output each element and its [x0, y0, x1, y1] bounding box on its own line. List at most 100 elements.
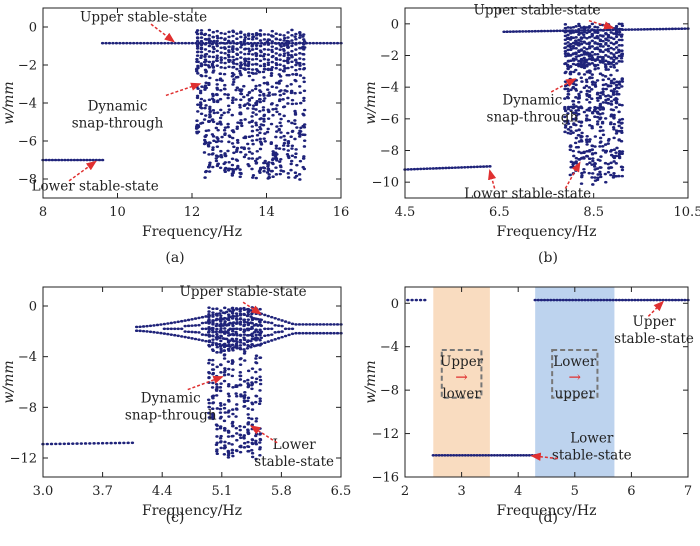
data-point: [199, 47, 204, 50]
data-point: [183, 335, 187, 339]
data-point: [601, 90, 605, 94]
data-point: [234, 342, 239, 346]
data-point: [227, 35, 231, 39]
data-point: [254, 328, 258, 331]
data-point: [227, 30, 231, 34]
data-point: [269, 72, 274, 75]
data-point: [606, 47, 610, 51]
data-point: [173, 41, 177, 45]
data-point: [202, 60, 207, 64]
data-point: [604, 37, 608, 41]
data-point: [598, 94, 602, 98]
data-point: [601, 83, 606, 87]
data-point: [273, 338, 277, 341]
data-point: [245, 93, 250, 97]
data-point: [302, 96, 306, 100]
data-point: [238, 317, 243, 321]
data-point: [670, 27, 675, 31]
data-point: [227, 55, 231, 59]
data-point: [207, 358, 212, 362]
data-point: [542, 29, 547, 33]
data-point: [596, 42, 600, 45]
data-point: [223, 83, 227, 87]
data-point: [142, 41, 146, 45]
data-point: [230, 374, 235, 378]
data-point: [254, 121, 258, 125]
data-point: [238, 307, 243, 310]
data-point: [321, 323, 326, 326]
data-point: [176, 320, 180, 324]
data-point: [617, 30, 622, 34]
data-point: [270, 60, 274, 64]
data-point: [269, 74, 274, 77]
data-point: [250, 96, 254, 100]
data-point: [617, 22, 621, 26]
data-point: [615, 69, 619, 72]
data-point: [232, 145, 236, 149]
data-point: [566, 48, 570, 52]
data-point: [207, 60, 212, 64]
data-point: [238, 428, 242, 432]
data-point: [254, 32, 259, 35]
x-tick-label: 14: [258, 205, 275, 220]
data-point: [273, 154, 278, 158]
data-point: [208, 110, 212, 114]
data-point: [286, 66, 290, 70]
data-point: [563, 34, 568, 38]
data-point: [566, 122, 571, 125]
data-point: [211, 394, 216, 398]
data-point: [242, 338, 247, 341]
data-point: [587, 52, 592, 55]
data-point: [290, 28, 294, 32]
data-point: [588, 138, 592, 141]
data-point: [239, 30, 243, 34]
data-point: [614, 132, 619, 135]
annotation-text: stable-state: [254, 454, 334, 470]
data-point: [277, 73, 281, 76]
data-point: [574, 123, 578, 127]
x-tick-label: 6: [627, 484, 635, 499]
data-point: [227, 40, 231, 44]
data-point: [552, 298, 556, 302]
data-point: [238, 106, 242, 109]
data-point: [207, 170, 212, 173]
data-point: [215, 122, 220, 125]
data-point: [235, 394, 239, 398]
data-point: [219, 314, 223, 317]
data-point: [274, 107, 278, 111]
data-point: [223, 337, 227, 341]
data-point: [207, 318, 211, 321]
data-point: [571, 25, 576, 29]
data-point: [593, 63, 597, 67]
data-point: [639, 28, 643, 31]
data-point: [311, 331, 315, 335]
data-point: [215, 332, 219, 336]
data-point: [606, 102, 611, 105]
data-point: [243, 57, 247, 61]
data-point: [258, 441, 262, 444]
data-point: [286, 149, 290, 152]
data-point: [159, 323, 163, 326]
data-point: [518, 453, 523, 457]
data-point: [230, 129, 235, 132]
data-point: [226, 373, 231, 376]
data-point: [145, 41, 150, 45]
y-tick-label: −8: [18, 401, 37, 416]
data-point: [231, 171, 235, 175]
data-point: [254, 338, 258, 342]
data-point: [615, 146, 619, 150]
data-point: [215, 407, 220, 410]
annotation-arrow: [187, 375, 224, 391]
data-point: [219, 61, 223, 64]
data-point: [56, 158, 61, 162]
data-point: [298, 46, 302, 50]
data-point: [612, 136, 616, 140]
data-point: [251, 35, 256, 39]
data-point: [163, 41, 167, 45]
data-point: [293, 137, 297, 141]
data-point: [325, 331, 329, 335]
data-point: [254, 307, 258, 310]
data-point: [599, 175, 603, 179]
data-point: [234, 75, 239, 79]
data-point: [234, 339, 239, 343]
